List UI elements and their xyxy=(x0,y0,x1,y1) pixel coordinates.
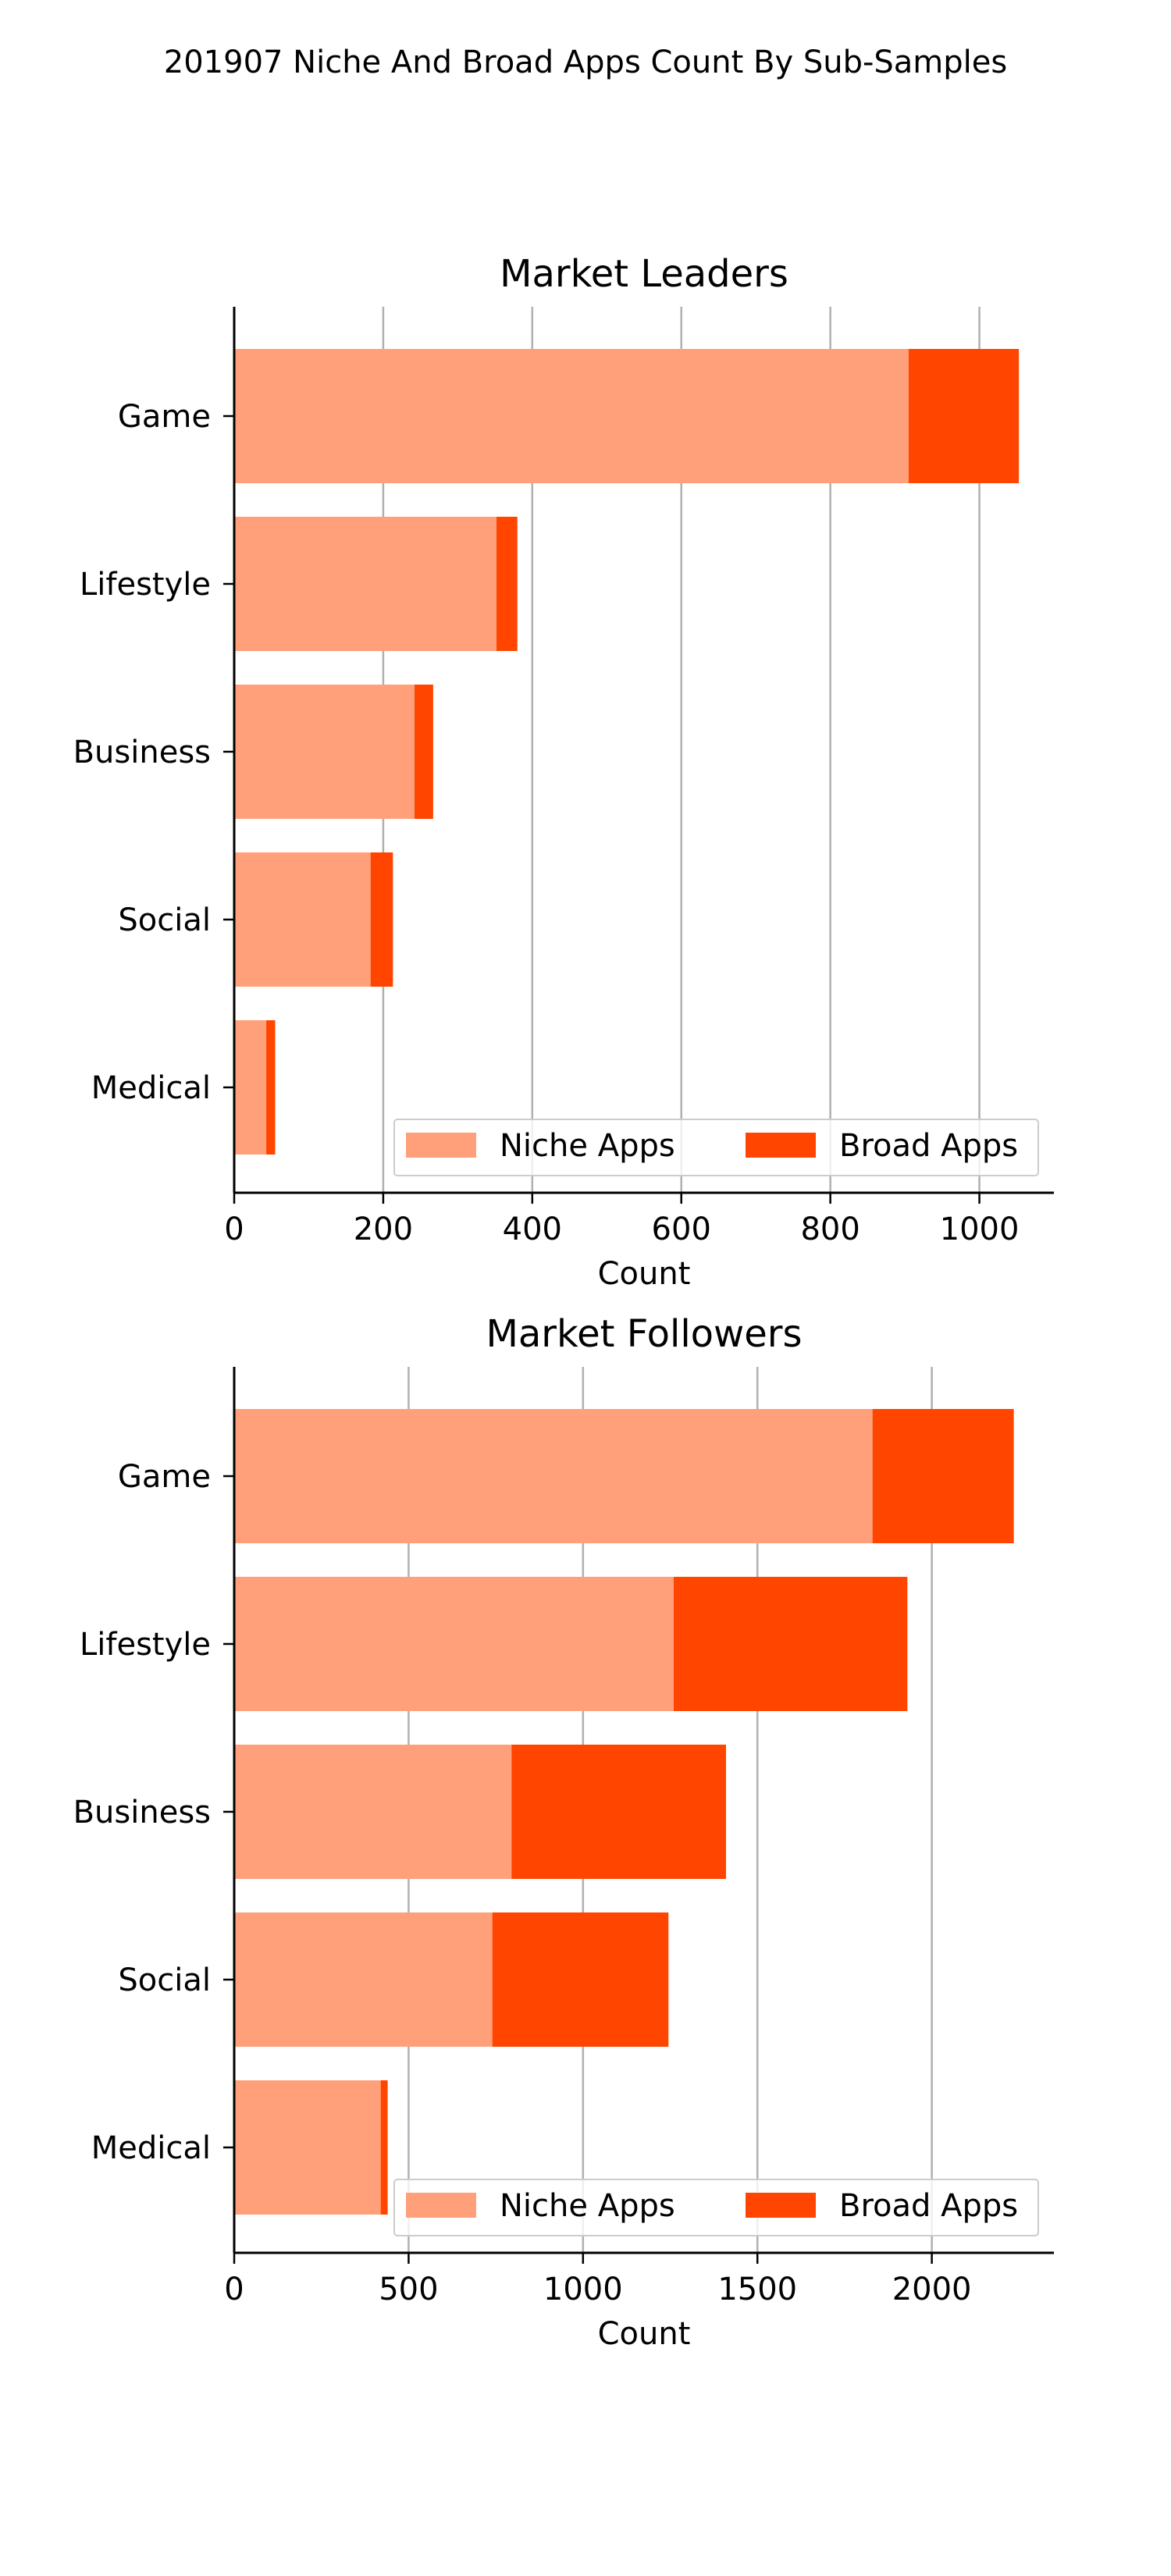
bars xyxy=(234,349,1020,1155)
legend-label-broad: Broad Apps xyxy=(839,2188,1018,2224)
x-tick-label: 1000 xyxy=(940,1212,1020,1247)
legend-swatch-broad xyxy=(746,1133,816,1158)
x-tick-label: 2000 xyxy=(892,2272,972,2307)
bar-lifestyle-niche xyxy=(234,1577,674,1711)
x-tick-label: 1000 xyxy=(543,2272,623,2307)
legend-swatch-broad xyxy=(746,2193,816,2218)
legend-frame xyxy=(393,2179,1039,2236)
legend-frame xyxy=(393,1119,1039,1176)
legend-swatch-niche xyxy=(406,1133,476,1158)
axes xyxy=(233,1367,1054,2254)
legend: Niche Apps Broad Apps xyxy=(393,1119,1039,1176)
legend-label-broad: Broad Apps xyxy=(839,1128,1018,1164)
x-tick-label: 800 xyxy=(800,1212,860,1247)
market-leaders-panel: Market Leaders Game Lifestyle Business Soci… xyxy=(73,252,1054,1292)
x-tick-label: 400 xyxy=(503,1212,562,1247)
y-tick-labels: Game Lifestyle Business Social Medical xyxy=(73,1459,234,2166)
legend-label-niche: Niche Apps xyxy=(500,1128,675,1164)
bar-lifestyle-niche xyxy=(234,517,497,651)
panel-title: Market Leaders xyxy=(500,252,788,296)
x-tick-label: 0 xyxy=(224,1212,244,1247)
x-tick-label: 0 xyxy=(224,2272,244,2307)
x-tick-label: 200 xyxy=(354,1212,413,1247)
bar-business-niche xyxy=(234,1745,512,1879)
bar-game-niche xyxy=(234,349,909,483)
bars xyxy=(234,1409,1014,2215)
bar-game-broad xyxy=(908,349,1020,483)
y-tick-label: Lifestyle xyxy=(80,567,211,603)
legend-label-niche: Niche Apps xyxy=(500,2188,675,2224)
bar-business-broad xyxy=(415,685,433,819)
legend: Niche Apps Broad Apps xyxy=(393,2179,1039,2236)
bar-medical-niche xyxy=(234,1020,267,1155)
bar-social-niche xyxy=(234,852,371,987)
y-tick-label: Business xyxy=(73,1795,211,1831)
bar-medical-broad xyxy=(380,2080,388,2215)
y-tick-label: Social xyxy=(118,1962,211,1998)
y-tick-label: Game xyxy=(118,1459,211,1495)
x-tick-labels: 0 200 400 600 800 1000 xyxy=(224,1193,1019,1247)
x-tick-label: 500 xyxy=(379,2272,438,2307)
y-tick-label: Social xyxy=(118,902,211,938)
x-tick-label: 1500 xyxy=(717,2272,797,2307)
y-tick-label: Medical xyxy=(91,2130,211,2166)
bar-business-niche xyxy=(234,685,415,819)
bar-social-broad xyxy=(370,852,393,987)
bar-medical-niche xyxy=(234,2080,381,2215)
x-axis-label: Count xyxy=(598,2316,691,2352)
y-tick-label: Lifestyle xyxy=(80,1627,211,1663)
bar-business-broad xyxy=(511,1745,726,1879)
y-tick-label: Game xyxy=(118,399,211,435)
bar-social-niche xyxy=(234,1912,493,2047)
figure-title: 201907 Niche And Broad Apps Count By Sub… xyxy=(164,44,1007,80)
y-tick-label: Medical xyxy=(91,1070,211,1106)
bar-social-broad xyxy=(492,1912,669,2047)
y-tick-labels: Game Lifestyle Business Social Medical xyxy=(73,399,234,1106)
y-tick-label: Business xyxy=(73,735,211,770)
market-followers-panel: Market Followers Game Lifestyle Business So… xyxy=(73,1312,1054,2352)
x-axis-label: Count xyxy=(598,1256,691,1292)
bar-game-niche xyxy=(234,1409,873,1543)
bar-lifestyle-broad xyxy=(497,517,518,651)
bar-medical-broad xyxy=(266,1020,276,1155)
x-tick-label: 600 xyxy=(652,1212,711,1247)
bar-game-broad xyxy=(872,1409,1014,1543)
panel-title: Market Followers xyxy=(486,1312,802,1356)
legend-swatch-niche xyxy=(406,2193,476,2218)
axes xyxy=(233,307,1054,1194)
bar-lifestyle-broad xyxy=(673,1577,908,1711)
x-tick-labels: 0 500 1000 1500 2000 xyxy=(224,2253,972,2307)
